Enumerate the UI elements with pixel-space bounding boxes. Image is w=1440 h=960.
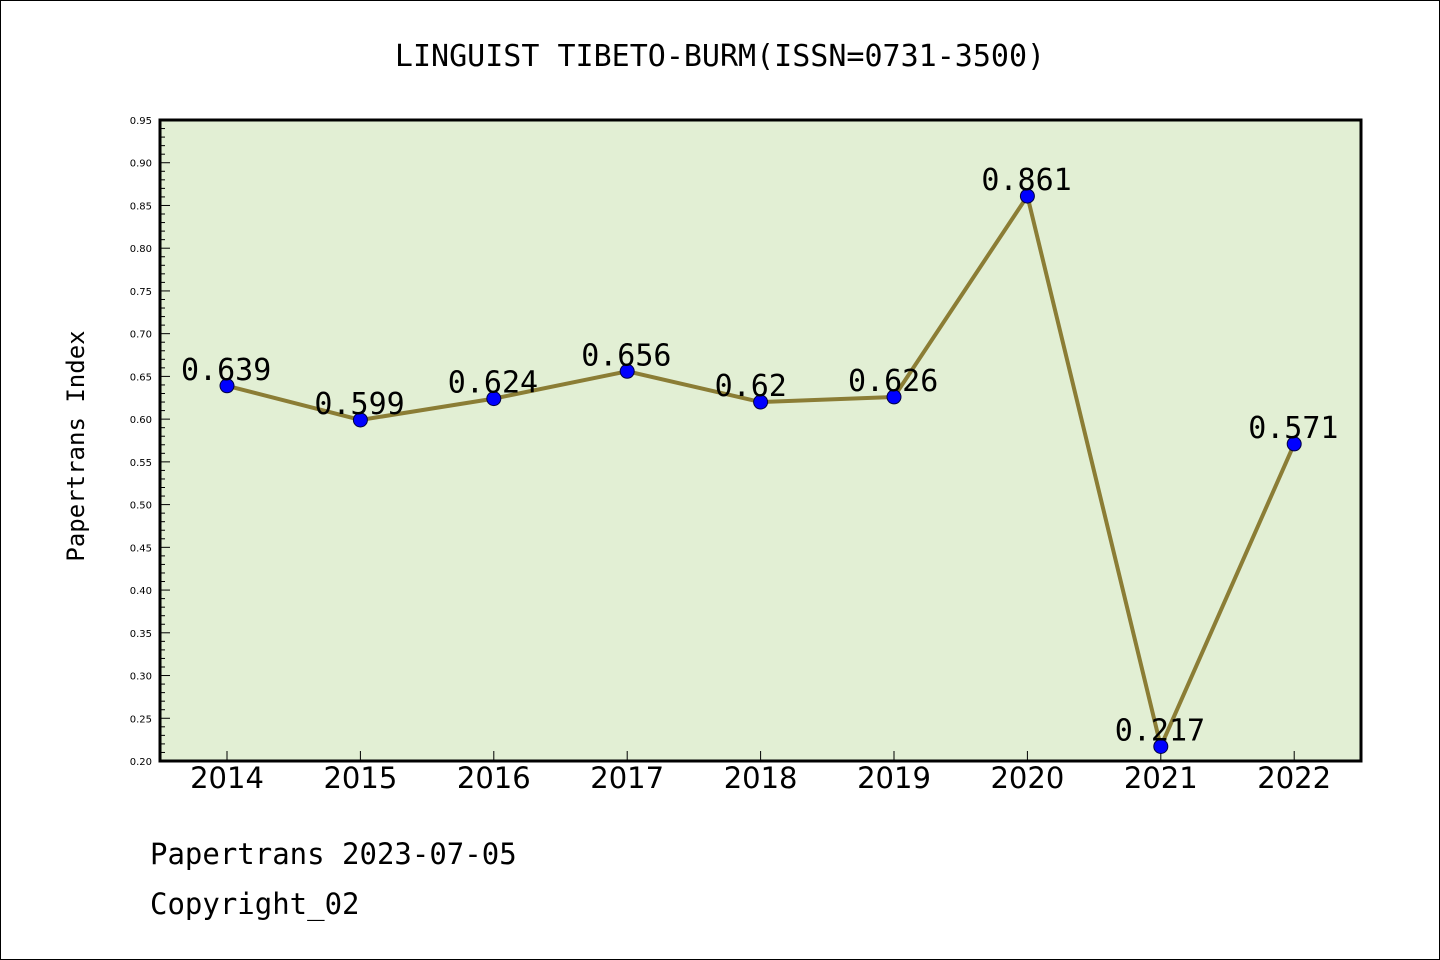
data-label: 0.571: [1248, 411, 1338, 446]
data-label: 0.626: [848, 364, 938, 399]
data-label: 0.656: [581, 338, 671, 373]
data-label: 0.217: [1115, 713, 1205, 748]
data-point: [753, 394, 769, 410]
y-tick-label: 0.75: [130, 287, 152, 298]
x-tick-label: 2017: [590, 761, 664, 795]
x-tick-label: 2020: [990, 761, 1064, 795]
plot-area: [160, 120, 1361, 761]
x-tick-label: 2019: [857, 761, 931, 795]
y-axis-label: Papertrans Index: [62, 330, 90, 561]
x-tick-label: 2016: [457, 761, 531, 795]
y-tick-label: 0.40: [130, 586, 152, 597]
data-point: [1286, 436, 1302, 452]
y-tick-label: 0.20: [130, 757, 152, 768]
data-label: 0.62: [715, 369, 787, 404]
data-label: 0.624: [448, 366, 538, 401]
x-tick-label: 2015: [323, 761, 397, 795]
x-tick-label: 2022: [1257, 761, 1331, 795]
data-point: [619, 363, 635, 379]
footer-date: Papertrans 2023-07-05: [150, 837, 517, 871]
data-point: [1153, 738, 1169, 754]
data-point: [352, 412, 368, 428]
y-tick-label: 0.80: [130, 244, 152, 255]
data-point: [1019, 188, 1035, 204]
x-tick-label: 2018: [724, 761, 798, 795]
y-tick-label: 0.90: [130, 159, 152, 170]
y-tick-label: 0.30: [130, 672, 152, 683]
data-label: 0.639: [181, 353, 271, 388]
data-point: [219, 378, 235, 394]
chart-title: LINGUIST TIBETO-BURM(ISSN=0731-3500): [395, 39, 1045, 74]
x-tick-label: 2014: [190, 761, 264, 795]
data-label: 0.861: [981, 163, 1071, 198]
footer-copyright: Copyright_02: [150, 887, 360, 922]
y-tick-label: 0.45: [130, 543, 152, 554]
y-tick-label: 0.35: [130, 629, 152, 640]
y-tick-label: 0.25: [130, 714, 152, 725]
y-tick-label: 0.65: [130, 372, 152, 383]
x-axis-ticks: 2014 2015 2016 2017 2018 2019 2020 2021 2022: [190, 751, 1331, 795]
y-tick-label: 0.50: [130, 501, 152, 512]
plot-border: [158, 118, 1363, 763]
series-group: 0.639 0.599 0.624 0.656 0.62 0.626 0.861 0.217 0…: [181, 163, 1339, 754]
y-tick-label: 0.85: [130, 201, 152, 212]
y-tick-label: 0.60: [130, 415, 152, 426]
y-tick-label: 0.55: [130, 458, 152, 469]
x-tick-label: 2021: [1124, 761, 1198, 795]
data-label: 0.599: [314, 387, 404, 422]
y-tick-label: 0.70: [130, 330, 152, 341]
y-tick-label: 0.95: [130, 116, 152, 127]
data-point: [886, 389, 902, 405]
data-point: [486, 391, 502, 407]
y-axis-ticks: 0.20 0.25 0.30 0.35 0.40 0.45 0.50 0.55 0.60 0.65…: [130, 116, 170, 768]
